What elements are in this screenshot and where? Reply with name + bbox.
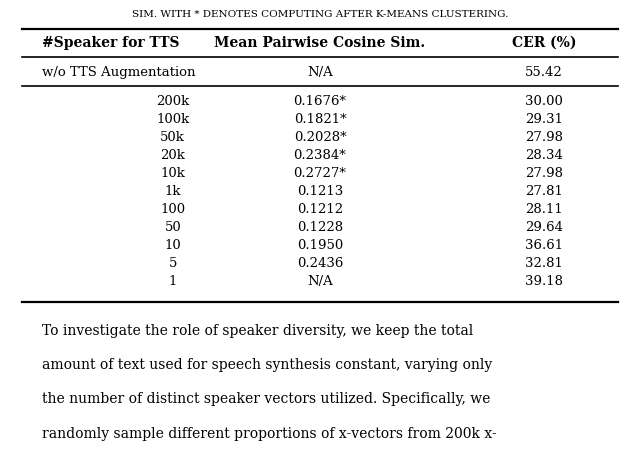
Text: 0.1676*: 0.1676* [294,95,346,108]
Text: the number of distinct speaker vectors utilized. Specifically, we: the number of distinct speaker vectors u… [42,392,490,406]
Text: 0.1213: 0.1213 [297,185,343,198]
Text: SIM. WITH * DENOTES COMPUTING AFTER K-MEANS CLUSTERING.: SIM. WITH * DENOTES COMPUTING AFTER K-ME… [132,10,508,19]
Text: To investigate the role of speaker diversity, we keep the total: To investigate the role of speaker diver… [42,324,473,338]
Text: 100k: 100k [156,113,189,126]
Text: 20k: 20k [161,149,185,162]
Text: 1: 1 [168,275,177,288]
Text: 30.00: 30.00 [525,95,563,108]
Text: 1k: 1k [164,185,181,198]
Text: 100: 100 [160,203,186,216]
Text: 27.81: 27.81 [525,185,563,198]
Text: 0.1821*: 0.1821* [294,113,346,126]
Text: CER (%): CER (%) [512,36,576,50]
Text: amount of text used for speech synthesis constant, varying only: amount of text used for speech synthesis… [42,358,492,372]
Text: 200k: 200k [156,95,189,108]
Text: 0.2727*: 0.2727* [294,167,346,180]
Text: 39.18: 39.18 [525,275,563,288]
Text: N/A: N/A [307,275,333,288]
Text: 0.1950: 0.1950 [297,239,343,252]
Text: 28.11: 28.11 [525,203,563,216]
Text: 50: 50 [164,221,181,234]
Text: 10: 10 [164,239,181,252]
Text: 0.1212: 0.1212 [297,203,343,216]
Text: 27.98: 27.98 [525,167,563,180]
Text: 29.64: 29.64 [525,221,563,234]
Text: 0.2436: 0.2436 [297,257,343,270]
Text: 50k: 50k [161,131,185,144]
Text: 32.81: 32.81 [525,257,563,270]
Text: 0.2028*: 0.2028* [294,131,346,144]
Text: 28.34: 28.34 [525,149,563,162]
Text: 5: 5 [168,257,177,270]
Text: 0.2384*: 0.2384* [294,149,346,162]
Text: N/A: N/A [307,66,333,79]
Text: 10k: 10k [161,167,185,180]
Text: 29.31: 29.31 [525,113,563,126]
Text: #Speaker for TTS: #Speaker for TTS [42,36,179,50]
Text: 55.42: 55.42 [525,66,563,79]
Text: 0.1228: 0.1228 [297,221,343,234]
Text: 36.61: 36.61 [525,239,563,252]
Text: Mean Pairwise Cosine Sim.: Mean Pairwise Cosine Sim. [214,36,426,50]
Text: w/o TTS Augmentation: w/o TTS Augmentation [42,66,195,79]
Text: randomly sample different proportions of x-vectors from 200k x-: randomly sample different proportions of… [42,427,497,440]
Text: 27.98: 27.98 [525,131,563,144]
